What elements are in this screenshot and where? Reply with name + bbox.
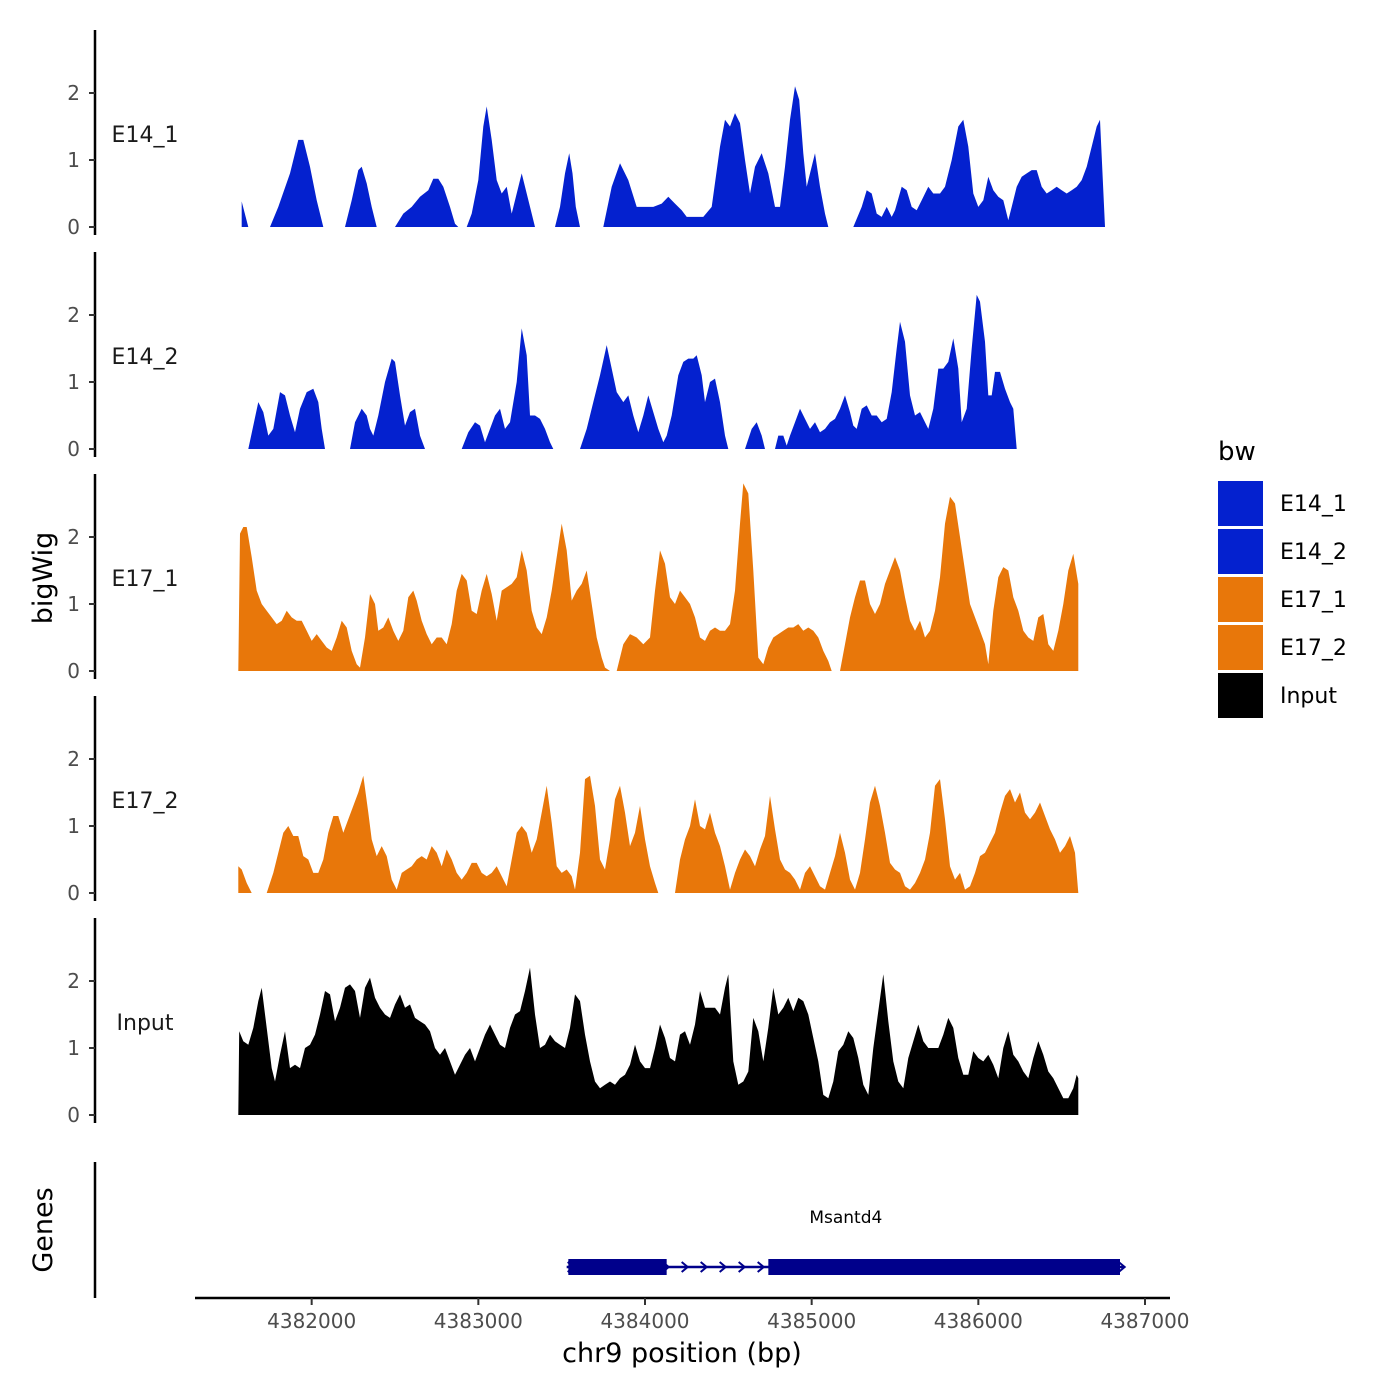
area-input-segment-1 bbox=[238, 967, 1079, 1115]
strand-arrow-icon bbox=[719, 1261, 728, 1273]
x-tick-label: 4384000 bbox=[600, 1309, 689, 1333]
legend-swatch bbox=[1218, 673, 1263, 718]
legend-title: bw bbox=[1218, 437, 1256, 467]
y-tick-label: 2 bbox=[67, 303, 80, 327]
x-tick-label: 4385000 bbox=[767, 1309, 856, 1333]
track-label: E14_2 bbox=[112, 345, 179, 370]
gene-exon bbox=[768, 1259, 1120, 1275]
legend-label: Input bbox=[1280, 684, 1337, 709]
y-axis-title: bigWig bbox=[28, 532, 59, 625]
area-e14-2-segment-2 bbox=[350, 358, 425, 449]
gene-msantd4: Msantd4 bbox=[566, 1208, 1127, 1275]
x-tick-label: 4386000 bbox=[934, 1309, 1023, 1333]
area-e14-1-segment-4 bbox=[395, 178, 459, 227]
x-tick-label: 4383000 bbox=[434, 1309, 523, 1333]
y-tick-label: 0 bbox=[67, 215, 80, 239]
legend-swatch bbox=[1218, 577, 1263, 622]
area-e17-2-segment-3 bbox=[675, 779, 1079, 893]
legend-label: E17_2 bbox=[1280, 636, 1347, 661]
track-label: Input bbox=[117, 1011, 174, 1036]
legend-swatch bbox=[1218, 529, 1263, 574]
y-tick-label: 0 bbox=[67, 881, 80, 905]
track-label: E17_1 bbox=[112, 567, 179, 592]
area-e17-2-segment-2 bbox=[266, 775, 659, 893]
y-tick-label: 2 bbox=[67, 969, 80, 993]
track-panels: 0 1 2 E14_1 0 1 2 E14_2 0 1 2 E17_1 0 1 2 E17_2 0 1 2 Input bbox=[67, 30, 1105, 1127]
legend-entry-e14-2: E14_2 bbox=[1218, 529, 1347, 574]
area-e14-2-segment-5 bbox=[745, 422, 765, 449]
legend-label: E14_1 bbox=[1280, 492, 1347, 517]
area-e14-1-segment-6 bbox=[555, 153, 580, 227]
legend-label: E17_1 bbox=[1280, 588, 1347, 613]
genes-panel: Msantd4 bbox=[93, 1162, 1127, 1298]
x-tick-label: 4387000 bbox=[1100, 1309, 1189, 1333]
legend-items: E14_1 E14_2 E17_1 E17_2 Input bbox=[1218, 481, 1347, 718]
legend-label: E14_2 bbox=[1280, 540, 1347, 565]
legend-entry-e14-1: E14_1 bbox=[1218, 481, 1347, 526]
area-e17-2-segment-1 bbox=[238, 866, 252, 893]
y-tick-label: 2 bbox=[67, 525, 80, 549]
panel-e14-1: 0 1 2 E14_1 bbox=[67, 30, 1105, 239]
y-tick-label: 0 bbox=[67, 659, 80, 683]
y-tick-label: 1 bbox=[67, 370, 80, 394]
area-e14-2-segment-3 bbox=[461, 328, 554, 449]
area-e14-2-segment-4 bbox=[580, 345, 729, 449]
y-tick-label: 1 bbox=[67, 814, 80, 838]
legend-entry-e17-1: E17_1 bbox=[1218, 577, 1347, 622]
legend-entry-input: Input bbox=[1218, 673, 1337, 718]
track-label: E17_2 bbox=[112, 789, 179, 814]
y-tick-label: 1 bbox=[67, 592, 80, 616]
strand-arrow-icon bbox=[681, 1261, 690, 1273]
legend-entry-e17-2: E17_2 bbox=[1218, 625, 1347, 670]
x-ticks: 4382000 4383000 4384000 4385000 4386000 43870… bbox=[267, 1298, 1190, 1333]
gene-label: Msantd4 bbox=[809, 1208, 882, 1228]
strand-arrow-icon bbox=[738, 1261, 747, 1273]
area-e14-2-segment-1 bbox=[248, 388, 325, 449]
strand-arrow-icon bbox=[700, 1261, 709, 1273]
y-tick-label: 2 bbox=[67, 81, 80, 105]
area-e14-1-segment-7 bbox=[603, 86, 829, 227]
y-tick-label: 0 bbox=[67, 437, 80, 461]
area-e14-1-segment-5 bbox=[466, 106, 535, 227]
y-tick-label: 0 bbox=[67, 1103, 80, 1127]
area-e17-1-segment-1 bbox=[238, 523, 611, 671]
x-tick-label: 4382000 bbox=[267, 1309, 356, 1333]
y-tick-label: 1 bbox=[67, 1036, 80, 1060]
area-e14-1-segment-3 bbox=[345, 166, 377, 227]
track-label: E14_1 bbox=[112, 123, 179, 148]
x-axis: 4382000 4383000 4384000 4385000 4386000 43870… bbox=[195, 1296, 1190, 1333]
genes-axis-title: Genes bbox=[28, 1187, 59, 1272]
strand-arrow-icon bbox=[757, 1261, 766, 1273]
area-e17-1-segment-3 bbox=[840, 496, 1079, 671]
area-e14-2-segment-6 bbox=[775, 294, 1017, 449]
area-e14-1-segment-1 bbox=[241, 201, 249, 227]
gene-marks: Msantd4 bbox=[566, 1208, 1127, 1275]
area-e14-1-segment-2 bbox=[270, 139, 324, 227]
legend-swatch bbox=[1218, 625, 1263, 670]
panel-e17-2: 0 1 2 E17_2 bbox=[67, 696, 1079, 905]
panel-e17-1: 0 1 2 E17_1 bbox=[67, 474, 1079, 683]
panel-input: 0 1 2 Input bbox=[67, 918, 1079, 1127]
area-e17-1-segment-2 bbox=[616, 483, 832, 671]
y-tick-label: 2 bbox=[67, 747, 80, 771]
x-axis-title: chr9 position (bp) bbox=[562, 1338, 802, 1369]
panel-e14-2: 0 1 2 E14_2 bbox=[67, 252, 1017, 461]
strand-arrow-icon bbox=[1118, 1261, 1127, 1273]
legend: bw E14_1 E14_2 E17_1 E17_2 Input bbox=[1218, 437, 1347, 718]
legend-swatch bbox=[1218, 481, 1263, 526]
area-e14-1-segment-8 bbox=[853, 119, 1105, 227]
gene-exon bbox=[568, 1259, 667, 1275]
y-tick-label: 1 bbox=[67, 148, 80, 172]
